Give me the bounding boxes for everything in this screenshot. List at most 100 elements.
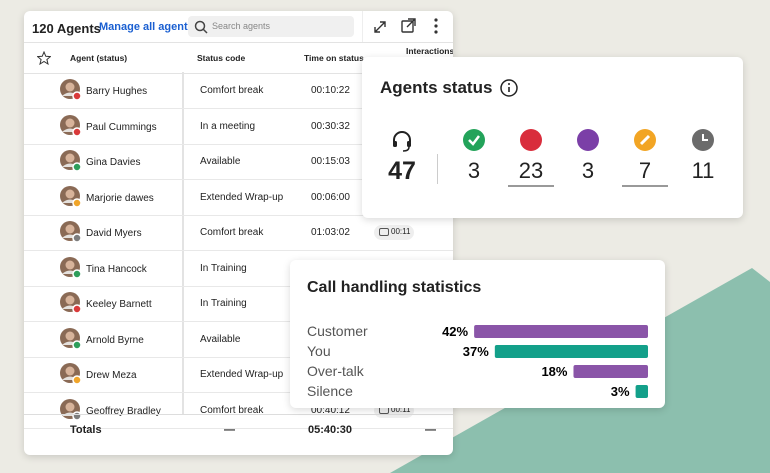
value-label: 37% (463, 344, 489, 359)
agent-row[interactable]: Gina Davies Available 00:15:03 (24, 144, 453, 180)
status-icon (634, 129, 656, 151)
status-count: 11 (691, 158, 715, 183)
status-code: Extended Wrap-up (200, 191, 284, 203)
status-code: In Training (200, 262, 247, 274)
search-box[interactable]: Search agents (188, 16, 354, 37)
status-code: In Training (200, 298, 247, 309)
interaction-time: 00:11 (391, 404, 411, 414)
agent-name: Paul Cummings (86, 121, 157, 133)
chat-icon (379, 228, 389, 236)
avatar (60, 114, 82, 137)
category-label: Over-talk (307, 363, 365, 379)
divider (437, 154, 438, 184)
total-agents: 47 (388, 157, 416, 185)
agent-name: Tina Hancock (86, 263, 147, 275)
column-header: Agent (status) Status code Time on statu… (24, 42, 453, 74)
status-icon (692, 129, 714, 151)
value-label: 3% (611, 384, 630, 399)
status-count: 3 (581, 158, 595, 183)
agent-name: Arnold Byrne (86, 334, 144, 346)
time-on-status: 00:10:22 (311, 85, 350, 96)
avatar (60, 221, 82, 243)
agent-name: Keeley Barnett (86, 299, 152, 310)
header-icons[interactable] (362, 11, 453, 42)
status-icon (577, 129, 599, 151)
totals-label: Totals (70, 424, 102, 436)
status-code: Comfort break (200, 404, 264, 416)
count-underline (622, 185, 668, 187)
agent-name: Geoffrey Bradley (86, 405, 161, 417)
call-stats-chart: Customer 42% You 37% Over-talk 18% Silence 3% (307, 323, 648, 399)
count-underline (508, 185, 554, 187)
agent-row[interactable]: Tina Hancock In Training (24, 251, 453, 287)
agent-name: Gina Davies (86, 157, 141, 168)
time-on-status: 00:30:32 (311, 120, 350, 132)
bar (573, 365, 648, 378)
totals-interactions: — (425, 424, 436, 436)
value-label: 42% (442, 324, 468, 339)
agent-row[interactable]: Barry Hughes Comfort break 00:10:22 (24, 73, 453, 109)
bar (494, 345, 648, 358)
status-count: 23 (518, 158, 544, 183)
status-code: Comfort break (200, 227, 264, 238)
status-code: Extended Wrap-up (200, 369, 284, 380)
bar (474, 325, 648, 338)
column-label[interactable]: Interactions (406, 46, 453, 56)
avatar (60, 150, 82, 172)
search-placeholder: Search agents (212, 21, 271, 31)
search-icon (194, 20, 208, 34)
avatar (60, 79, 82, 101)
star-icon[interactable] (37, 51, 51, 65)
time-on-status: 00:15:03 (311, 156, 350, 167)
time-on-status: 00:06:00 (311, 191, 350, 203)
totals-status: — (224, 424, 235, 436)
avatar (60, 292, 82, 314)
avatar (60, 398, 82, 421)
avatar (60, 363, 82, 385)
avatar (60, 256, 82, 279)
category-label: Customer (307, 323, 368, 339)
agent-row[interactable]: Marjorie dawes Extended Wrap-up 00:06:00 (24, 180, 453, 216)
status-count: 7 (638, 158, 652, 183)
status-title: Agents status (380, 78, 493, 97)
time-on-status: 01:03:02 (311, 227, 350, 238)
status-code: In a meeting (200, 120, 256, 132)
agent-name: David Myers (86, 228, 142, 239)
agent-name: Barry Hughes (86, 86, 148, 97)
category-label: You (307, 343, 331, 359)
category-label: Silence (307, 383, 353, 399)
avatar (60, 185, 82, 208)
value-label: 18% (541, 364, 567, 379)
agent-row[interactable]: Arnold Byrne Available (24, 322, 453, 358)
agent-row[interactable]: David Myers Comfort break 01:03:02 00:11 (24, 215, 453, 251)
agent-row[interactable]: Paul Cummings In a meeting 00:30:32 (24, 109, 453, 145)
table-title: 120 Agents (32, 21, 101, 36)
avatar (60, 327, 82, 350)
status-code: Available (200, 333, 241, 345)
interaction-time: 00:11 (391, 227, 411, 236)
status-count: 3 (467, 158, 481, 183)
column-label[interactable]: Time on status (304, 53, 364, 63)
bar (635, 385, 648, 398)
agent-name: Marjorie dawes (86, 192, 154, 204)
agent-name: Drew Meza (86, 370, 137, 381)
agent-row[interactable]: Keeley Barnett In Training (24, 286, 453, 322)
manage-link[interactable]: Manage all agents (99, 21, 194, 33)
status-icon (463, 129, 485, 151)
call-stats-title: Call handling statistics (307, 279, 482, 296)
time-on-status: 00:40:12 (311, 404, 350, 416)
column-divider (182, 72, 184, 414)
status-code: Comfort break (200, 85, 264, 96)
column-label[interactable]: Status code (197, 53, 246, 63)
column-label[interactable]: Agent (status) (70, 53, 128, 63)
interaction-pill: 00:11 (374, 225, 414, 240)
headset-icon (393, 131, 411, 152)
agent-row[interactable]: Drew Meza Extended Wrap-up (24, 357, 453, 393)
status-icon (520, 129, 542, 151)
call-stats-card: Call handling statistics Customer 42% You 3… (290, 260, 665, 408)
totals-time: 05:40:30 (308, 424, 353, 436)
agents-status-card: Agents status 47 3 23 3 7 11 (362, 57, 743, 218)
totals-row: Totals — 05:40:30 — (24, 414, 453, 455)
info-icon[interactable] (499, 78, 519, 98)
